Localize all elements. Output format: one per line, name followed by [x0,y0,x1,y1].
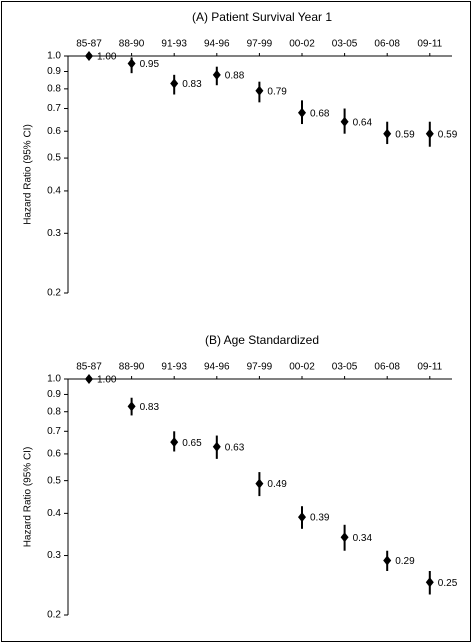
point [255,85,264,96]
y-tick-label: 0.9 [47,389,61,400]
data-label: 0.39 [310,513,330,524]
y-tick-label: 0.9 [47,66,61,77]
y-tick-label: 0.6 [47,126,61,137]
point [425,577,434,588]
y-tick-label: 0.4 [47,508,61,519]
x-tick-label: 06-08 [374,39,400,50]
data-label: 0.83 [182,79,202,90]
x-tick-label: 97-99 [247,39,273,50]
data-label: 0.83 [140,402,160,413]
y-axis-label: Hazard Ratio (95% CI) [23,447,34,548]
point [127,401,136,412]
point [340,116,349,127]
x-tick-label: 85-87 [76,362,102,373]
data-label: 0.59 [438,129,458,140]
x-tick-label: 91-93 [161,362,187,373]
point [425,128,434,139]
data-label: 0.34 [353,533,373,544]
x-tick-label: 97-99 [247,362,273,373]
point [340,532,349,543]
data-label: 0.63 [225,442,245,453]
y-tick-label: 0.3 [47,550,61,561]
x-tick-label: 00-02 [289,362,315,373]
data-label: 0.79 [267,86,287,97]
y-tick-label: 0.6 [47,449,61,460]
data-label: 0.65 [182,438,202,449]
data-label: 1.00 [97,52,117,63]
point [127,58,136,69]
x-tick-label: 88-90 [119,39,145,50]
x-tick-label: 03-05 [332,362,358,373]
y-tick-label: 0.8 [47,83,61,94]
data-label: 0.25 [438,578,458,589]
y-tick-label: 0.8 [47,406,61,417]
y-tick-label: 0.2 [47,288,61,299]
data-label: 1.00 [97,375,117,386]
data-label: 0.68 [310,108,330,119]
x-tick-label: 09-11 [417,362,442,373]
point [255,478,264,489]
point [298,107,306,118]
y-tick-label: 0.7 [47,103,61,114]
data-label: 0.95 [140,59,160,70]
data-label: 0.29 [395,556,415,567]
chart-title: (B) Age Standardized [205,333,319,347]
y-tick-label: 0.5 [47,475,61,486]
chart-title: (A) Patient Survival Year 1 [192,10,332,24]
point [383,128,392,139]
point [212,441,221,452]
y-tick-label: 1.0 [47,374,61,385]
y-tick-label: 0.2 [47,610,61,621]
data-label: 0.49 [267,479,287,490]
data-label: 0.59 [395,129,415,140]
data-label: 0.88 [225,70,245,81]
y-tick-label: 0.5 [47,153,61,164]
x-tick-label: 88-90 [119,362,145,373]
point [85,51,93,61]
x-tick-label: 09-11 [417,39,442,50]
y-tick-label: 0.7 [47,426,61,437]
point [170,78,179,89]
data-label: 0.64 [353,117,373,128]
x-tick-label: 94-96 [204,39,230,50]
point [298,512,306,523]
x-tick-label: 91-93 [161,39,187,50]
point [85,374,93,384]
point [170,437,179,448]
y-tick-label: 0.3 [47,228,61,239]
point [383,555,392,566]
y-tick-label: 1.0 [47,51,61,62]
x-tick-label: 03-05 [332,39,358,50]
y-axis-label: Hazard Ratio (95% CI) [23,124,34,225]
x-tick-label: 06-08 [374,362,400,373]
x-tick-label: 85-87 [76,39,102,50]
point [212,69,221,80]
x-tick-label: 94-96 [204,362,230,373]
x-tick-label: 00-02 [289,39,315,50]
y-tick-label: 0.4 [47,186,61,197]
